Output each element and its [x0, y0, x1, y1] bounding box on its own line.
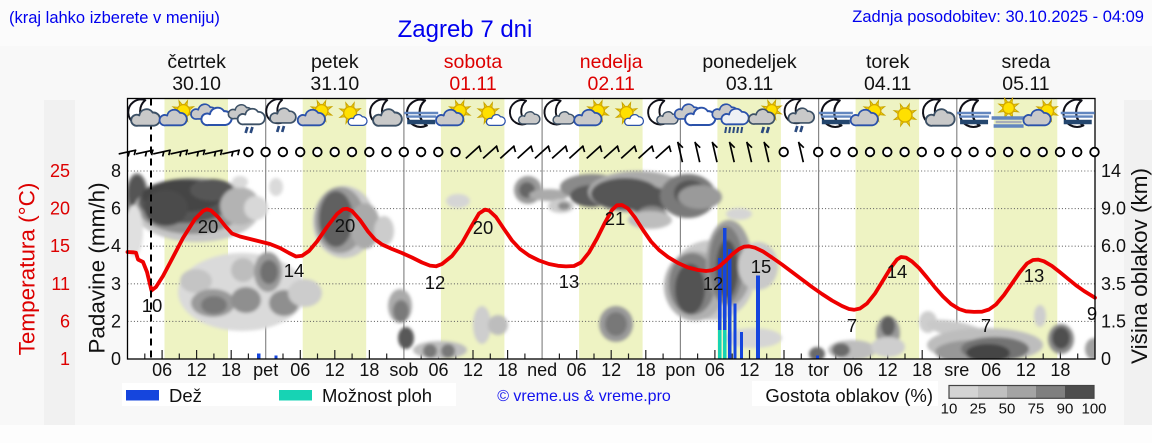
svg-text:10: 10	[941, 401, 958, 418]
svg-text:8: 8	[111, 161, 121, 181]
svg-text:1.5: 1.5	[1101, 311, 1126, 331]
svg-text:15: 15	[751, 256, 772, 277]
svg-text:12: 12	[325, 360, 345, 380]
svg-text:12: 12	[187, 360, 207, 380]
svg-text:18: 18	[359, 360, 379, 380]
svg-text:6: 6	[60, 311, 70, 331]
svg-text:11: 11	[51, 274, 70, 294]
svg-text:7: 7	[981, 315, 991, 336]
svg-text:ponedeljek: ponedeljek	[702, 51, 797, 73]
svg-text:sobota: sobota	[444, 51, 503, 73]
svg-text:9.0: 9.0	[1101, 199, 1126, 219]
svg-text:torek: torek	[866, 51, 910, 73]
svg-text:12: 12	[739, 360, 759, 380]
svg-text:25: 25	[50, 161, 70, 181]
svg-text:18: 18	[1050, 360, 1070, 380]
svg-text:1: 1	[60, 349, 70, 369]
svg-text:6.0: 6.0	[1101, 236, 1126, 256]
svg-text:18: 18	[221, 360, 241, 380]
svg-text:18: 18	[912, 360, 932, 380]
svg-text:Padavine (mm/h): Padavine (mm/h)	[85, 182, 110, 353]
svg-text:ned: ned	[527, 360, 557, 380]
svg-text:50: 50	[999, 401, 1016, 418]
svg-text:2: 2	[111, 311, 121, 331]
svg-text:31.10: 31.10	[310, 73, 359, 95]
svg-text:02.11: 02.11	[588, 73, 635, 95]
svg-text:12: 12	[878, 360, 898, 380]
svg-text:petek: petek	[311, 51, 359, 73]
svg-text:nedelja: nedelja	[580, 51, 643, 73]
svg-text:90: 90	[1057, 401, 1074, 418]
svg-text:13: 13	[559, 271, 580, 292]
svg-text:20: 20	[335, 215, 356, 236]
svg-text:06: 06	[290, 360, 310, 380]
svg-text:pet: pet	[253, 360, 278, 380]
svg-text:(kraj lahko izberete v meniju): (kraj lahko izberete v meniju)	[9, 9, 220, 27]
svg-text:12: 12	[703, 273, 724, 294]
svg-text:tor: tor	[808, 360, 829, 380]
svg-text:100: 100	[1081, 401, 1106, 418]
svg-text:12: 12	[463, 360, 483, 380]
svg-text:13: 13	[1024, 265, 1045, 286]
svg-text:05.11: 05.11	[1002, 73, 1049, 95]
svg-text:18: 18	[498, 360, 518, 380]
svg-text:21: 21	[605, 208, 626, 229]
svg-text:7: 7	[847, 315, 857, 336]
svg-text:03.11: 03.11	[726, 73, 773, 95]
svg-text:0: 0	[111, 349, 121, 369]
svg-text:20: 20	[473, 217, 494, 238]
svg-text:15: 15	[50, 236, 70, 256]
svg-text:4: 4	[111, 236, 121, 256]
svg-text:3.5: 3.5	[1101, 274, 1126, 294]
svg-text:Temperatura (°C): Temperatura (°C)	[15, 183, 40, 356]
svg-text:06: 06	[705, 360, 725, 380]
svg-text:04.11: 04.11	[864, 73, 911, 95]
svg-text:sob: sob	[389, 360, 418, 380]
svg-text:© vreme.us & vreme.pro: © vreme.us & vreme.pro	[497, 388, 671, 405]
svg-text:pon: pon	[665, 360, 695, 380]
svg-text:3: 3	[111, 274, 121, 294]
svg-text:06: 06	[428, 360, 448, 380]
svg-text:0: 0	[1101, 349, 1111, 369]
svg-text:12: 12	[425, 272, 446, 293]
svg-text:6: 6	[111, 199, 121, 219]
svg-text:14: 14	[284, 260, 305, 281]
svg-text:20: 20	[50, 199, 70, 219]
svg-text:sre: sre	[944, 360, 969, 380]
svg-text:četrtek: četrtek	[167, 51, 226, 73]
svg-text:25: 25	[970, 401, 987, 418]
svg-text:12: 12	[1016, 360, 1036, 380]
svg-text:06: 06	[843, 360, 863, 380]
svg-text:Dež: Dež	[169, 385, 202, 406]
svg-text:75: 75	[1028, 401, 1045, 418]
svg-text:18: 18	[774, 360, 794, 380]
svg-text:06: 06	[152, 360, 172, 380]
svg-text:14: 14	[887, 261, 908, 282]
svg-text:06: 06	[981, 360, 1001, 380]
svg-text:Zadnja posodobitev: 30.10.2025: Zadnja posodobitev: 30.10.2025 - 04:09	[852, 8, 1144, 26]
svg-text:06: 06	[567, 360, 587, 380]
svg-text:Zagreb 7 dni: Zagreb 7 dni	[398, 16, 533, 43]
svg-text:14: 14	[1101, 161, 1121, 181]
svg-text:Višina oblakov (km): Višina oblakov (km)	[1127, 168, 1152, 364]
svg-text:9: 9	[1087, 303, 1097, 324]
svg-text:sreda: sreda	[1002, 51, 1051, 73]
svg-text:12: 12	[601, 360, 621, 380]
svg-text:01.11: 01.11	[449, 73, 496, 95]
svg-text:Gostota oblakov (%): Gostota oblakov (%)	[765, 385, 933, 406]
svg-text:30.10: 30.10	[172, 73, 221, 95]
svg-text:Možnost ploh: Možnost ploh	[322, 385, 432, 406]
svg-text:18: 18	[636, 360, 656, 380]
svg-text:20: 20	[198, 216, 219, 237]
